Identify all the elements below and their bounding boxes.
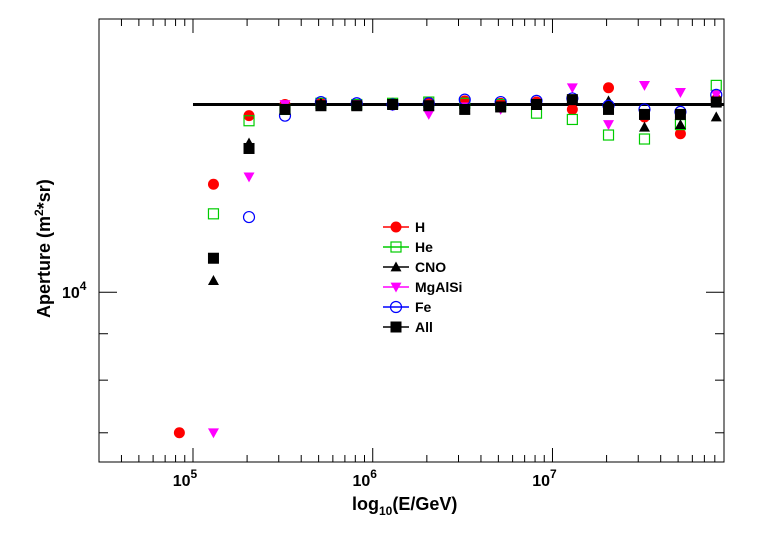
data-point-cno (710, 111, 722, 122)
legend-item-cno: CNO (383, 259, 446, 275)
data-point-mgalsi (243, 172, 255, 183)
legend-item-he: He (383, 239, 433, 255)
legend-label: All (415, 319, 433, 335)
data-point-all (495, 101, 507, 113)
data-point-all (315, 100, 327, 112)
data-point-mgalsi (566, 83, 578, 94)
data-point-all (566, 94, 578, 106)
data-point-he (207, 208, 220, 220)
data-point-all (279, 103, 291, 115)
data-point-mgalsi (674, 88, 686, 98)
data-point-all (603, 103, 615, 115)
x-tick-label: 107 (532, 467, 557, 490)
data-point-all (351, 100, 363, 112)
data-point-all (387, 98, 399, 110)
data-point-mgalsi (603, 120, 615, 131)
data-point-all (243, 142, 255, 154)
data-point-mgalsi (207, 428, 219, 439)
data-point-all (459, 103, 471, 115)
legend-marker (390, 261, 402, 272)
x-tick-labels: 105 106 107 (173, 467, 557, 490)
data-point-all (423, 100, 435, 112)
data-point-all (638, 108, 650, 120)
plot-frame (98, 18, 725, 463)
axis-ticks (98, 18, 725, 462)
legend-marker (389, 300, 403, 314)
y-axis-title: Aperture (m2*sr) (32, 179, 54, 318)
data-point-fe (242, 210, 256, 224)
data-point-mgalsi (710, 90, 722, 101)
data-point-all (207, 252, 219, 264)
legend-label: Fe (415, 299, 432, 315)
data-point-he (638, 133, 651, 145)
legend-item-all: All (383, 319, 433, 335)
data-point-mgalsi (423, 110, 435, 120)
data-point-h (674, 128, 686, 140)
x-tick-label: 106 (352, 467, 377, 490)
legend-marker (390, 321, 402, 333)
series-cno (207, 94, 722, 285)
data-point-he (602, 129, 615, 141)
legend-label: He (415, 239, 433, 255)
data-point-all (531, 98, 543, 110)
x-axis-title: log10(E/GeV) (352, 494, 457, 518)
data-point-cno (207, 275, 219, 285)
legend: H He CNO MgAlSi Fe All (383, 219, 462, 335)
data-point-h (566, 103, 578, 115)
legend-marker (390, 221, 402, 233)
y-tick-labels: 104 (62, 279, 87, 302)
x-tick-label: 105 (173, 467, 198, 490)
legend-marker (390, 282, 402, 293)
data-series (173, 79, 723, 439)
data-point-h (207, 178, 219, 190)
data-point-he (710, 79, 722, 91)
data-point-mgalsi (638, 80, 650, 91)
data-point-cno (674, 119, 686, 129)
data-point-he (566, 113, 578, 126)
data-point-h (603, 82, 615, 94)
data-point-he (243, 115, 255, 127)
data-point-all (674, 108, 686, 120)
data-point-all (710, 96, 722, 108)
series-fe (242, 88, 723, 224)
data-point-cno (638, 121, 650, 132)
data-point-h (173, 427, 185, 439)
legend-marker (390, 241, 402, 253)
y-tick-label: 104 (62, 279, 87, 302)
legend-item-mgalsi: MgAlSi (383, 279, 462, 295)
series-all (207, 94, 722, 264)
legend-item-h: H (383, 219, 425, 235)
legend-label: CNO (415, 259, 446, 275)
legend-label: MgAlSi (415, 279, 462, 295)
legend-label: H (415, 219, 425, 235)
legend-item-fe: Fe (383, 299, 432, 315)
